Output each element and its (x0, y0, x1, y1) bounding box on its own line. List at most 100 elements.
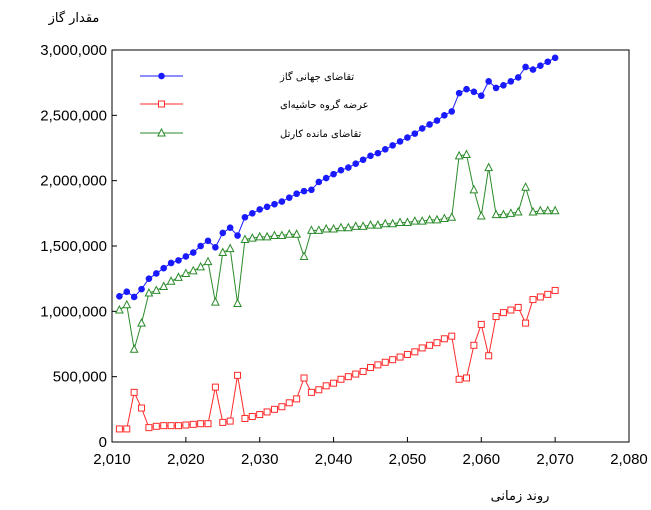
series-line (119, 153, 556, 350)
data-point (491, 209, 501, 219)
data-point (196, 261, 206, 271)
data-point (204, 420, 212, 428)
x-tick-label: 2,040 (315, 451, 353, 468)
data-point (373, 220, 383, 229)
data-point (138, 285, 145, 293)
data-point (285, 194, 293, 201)
data-point (181, 268, 191, 277)
data-point (277, 230, 287, 240)
data-point (182, 421, 190, 429)
legend-label: تقاضای جهانی گاز (279, 71, 354, 83)
data-point (130, 388, 138, 396)
x-tick-label: 2,010 (93, 451, 131, 468)
x-tick-label: 2,060 (463, 451, 501, 468)
data-point (380, 218, 390, 228)
data-point (306, 225, 316, 234)
data-point (410, 216, 420, 225)
data-point (189, 420, 197, 428)
data-point (521, 182, 531, 191)
data-point (535, 205, 545, 215)
data-point (499, 309, 507, 317)
data-point (203, 256, 213, 266)
data-point (129, 344, 139, 353)
data-point (210, 297, 220, 306)
data-point (426, 341, 434, 349)
data-point (114, 304, 124, 314)
data-point (256, 411, 264, 419)
data-point (359, 156, 367, 164)
data-point (270, 230, 279, 240)
data-point (470, 341, 478, 349)
data-point (514, 74, 522, 81)
data-point (115, 425, 123, 433)
data-point (537, 62, 544, 69)
data-point (234, 232, 241, 239)
data-point (440, 335, 448, 343)
data-point (455, 89, 463, 97)
data-point (374, 361, 382, 369)
data-point (212, 244, 219, 251)
data-point (240, 234, 250, 243)
data-point (411, 130, 419, 137)
data-point (330, 170, 337, 178)
data-point (485, 78, 492, 85)
y-tick-label: 0 (99, 434, 107, 451)
data-point (463, 374, 471, 382)
data-point (300, 187, 308, 195)
data-point (160, 264, 167, 272)
data-point (234, 371, 242, 379)
y-tick-label: 3,000,000 (40, 42, 107, 59)
legend-label: تقاضای مانده کارتل (280, 129, 361, 140)
data-point (352, 370, 360, 378)
data-point (166, 276, 176, 285)
data-point (292, 229, 302, 238)
data-point (278, 403, 286, 411)
data-point (233, 298, 242, 307)
data-point (345, 164, 352, 171)
data-point (485, 352, 493, 360)
data-point (175, 257, 182, 264)
data-point (492, 84, 500, 92)
data-point (137, 318, 146, 327)
series-3 (114, 149, 560, 353)
data-point (439, 213, 449, 223)
data-point (122, 299, 132, 309)
data-point (167, 422, 175, 430)
data-point (218, 247, 228, 257)
legend-item: تقاضای مانده کارتل (140, 127, 361, 140)
data-point (448, 108, 456, 115)
data-point (351, 221, 361, 230)
data-point (174, 422, 182, 430)
data-point (307, 388, 315, 396)
data-point (197, 420, 205, 428)
data-point (396, 138, 404, 145)
data-point (433, 339, 441, 347)
data-point (529, 66, 537, 73)
data-point (418, 125, 426, 132)
data-point (403, 350, 411, 358)
data-point (544, 290, 552, 298)
data-point (528, 206, 538, 216)
data-point (270, 405, 278, 413)
data-point (204, 237, 212, 245)
data-point (262, 231, 272, 241)
x-tick-label: 2,080 (610, 451, 648, 468)
x-tick-label: 2,070 (536, 451, 574, 468)
data-point (522, 63, 529, 71)
data-point (241, 414, 249, 422)
data-point (507, 306, 515, 314)
data-point (499, 209, 508, 219)
data-point (506, 208, 516, 217)
data-point (293, 190, 300, 198)
data-point (159, 281, 169, 291)
data-point (411, 348, 419, 356)
data-point (462, 149, 471, 159)
legend-marker (157, 127, 166, 137)
series-1 (116, 54, 559, 301)
y-tick-label: 2,500,000 (40, 107, 107, 124)
data-point (322, 382, 330, 390)
data-point (314, 225, 324, 234)
data-point (477, 320, 485, 328)
data-point (367, 152, 374, 160)
